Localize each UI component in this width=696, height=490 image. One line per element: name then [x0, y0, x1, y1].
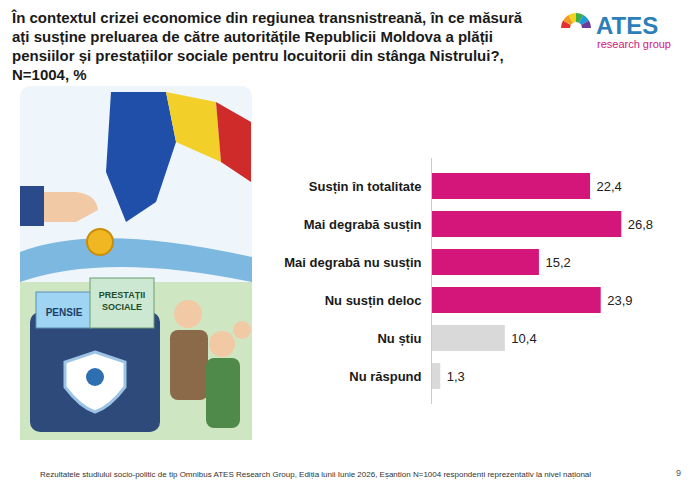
svg-text:1,3: 1,3 — [447, 369, 465, 384]
svg-text:Susțin în totalitate: Susțin în totalitate — [309, 179, 422, 194]
svg-text:ATES: ATES — [596, 12, 658, 39]
svg-text:Nu știu: Nu știu — [377, 331, 421, 346]
svg-text:PRESTAȚII: PRESTAȚII — [99, 290, 145, 300]
svg-text:22,4: 22,4 — [597, 179, 622, 194]
svg-text:SOCIALE: SOCIALE — [102, 302, 142, 312]
svg-text:10,4: 10,4 — [511, 331, 536, 346]
svg-text:26,8: 26,8 — [628, 217, 653, 232]
html-text:În contextul crizei economice: În contextul crizei economice din regiun… — [12, 9, 523, 83]
html-text:Rezultatele studiului socio-po: Rezultatele studiului socio-politic de t… — [40, 470, 592, 479]
svg-text:Nu răspund: Nu răspund — [349, 369, 421, 384]
svg-text:research group: research group — [597, 38, 671, 50]
svg-text:Mai degrabă nu susțin: Mai degrabă nu susțin — [284, 255, 421, 270]
svg-text:Mai degrabă susțin: Mai degrabă susțin — [304, 217, 422, 232]
svg-text:23,9: 23,9 — [607, 293, 632, 308]
svg-text:Nu susțin deloc: Nu susțin deloc — [325, 293, 422, 308]
html-text:9: 9 — [676, 468, 681, 478]
svg-text:15,2: 15,2 — [545, 255, 570, 270]
svg-text:PENSIE: PENSIE — [46, 307, 83, 318]
